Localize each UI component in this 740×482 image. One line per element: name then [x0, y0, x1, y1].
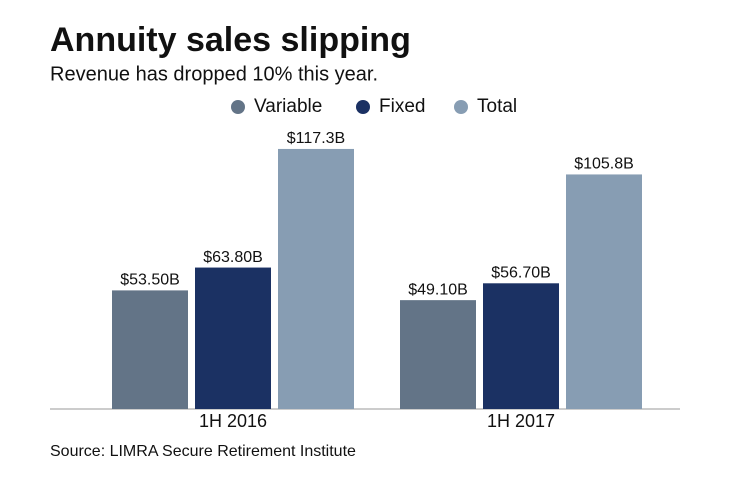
x-tick-label: 1H 2017	[487, 411, 555, 431]
value-label: $117.3B	[287, 130, 345, 147]
source: Source: LIMRA Secure Retirement Institut…	[50, 443, 356, 460]
bar	[195, 267, 271, 409]
bar	[400, 300, 476, 409]
bar	[483, 283, 559, 409]
value-label: $105.8B	[574, 156, 634, 173]
legend-label: Total	[477, 96, 517, 117]
value-label: $53.50B	[120, 272, 180, 289]
value-label: $56.70B	[491, 265, 551, 282]
bar	[566, 174, 642, 409]
value-label: $63.80B	[203, 249, 263, 266]
chart-title: Annuity sales slipping	[50, 21, 411, 59]
value-label: $49.10B	[408, 281, 468, 298]
legend-swatch	[454, 100, 468, 114]
x-tick-label: 1H 2016	[199, 411, 267, 431]
bar	[112, 290, 188, 409]
legend-label: Fixed	[379, 96, 425, 117]
chart-subtitle: Revenue has dropped 10% this year.	[50, 63, 378, 85]
bar	[278, 148, 354, 409]
legend-label: Variable	[254, 96, 322, 117]
legend-swatch	[231, 100, 245, 114]
legend-swatch	[356, 100, 370, 114]
